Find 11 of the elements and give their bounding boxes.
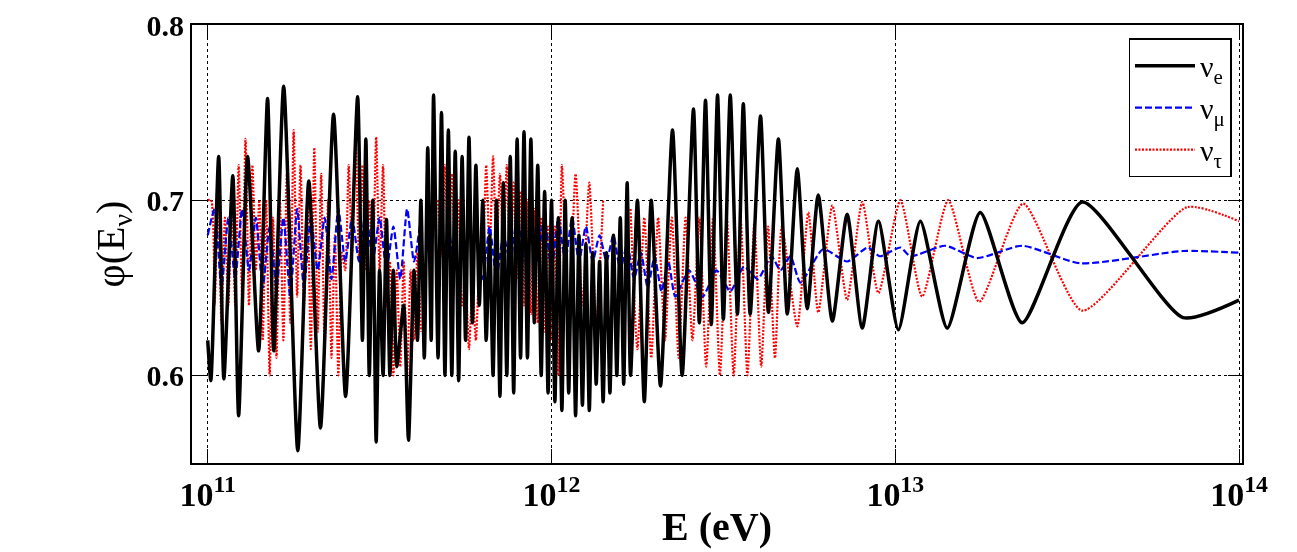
x-tick-label: 10$^{12}$ [522, 470, 581, 513]
x-tick-label: 10$^{13}$ [866, 470, 925, 513]
legend-label: ν$_{τ}$ [1200, 134, 1223, 173]
y-tick-label: 0.8 [146, 8, 184, 42]
y-tick-label: 0.7 [146, 183, 184, 217]
x-axis-title: E (eV) [662, 503, 772, 549]
legend-label: ν$_{μ}$ [1200, 92, 1225, 131]
y-tick-label: 0.6 [146, 358, 184, 392]
legend-label: ν$_{e}$ [1200, 50, 1223, 89]
x-tick-label: 10$^{14}$ [1210, 470, 1269, 513]
x-tick-label: 10$^{11}$ [179, 470, 236, 513]
